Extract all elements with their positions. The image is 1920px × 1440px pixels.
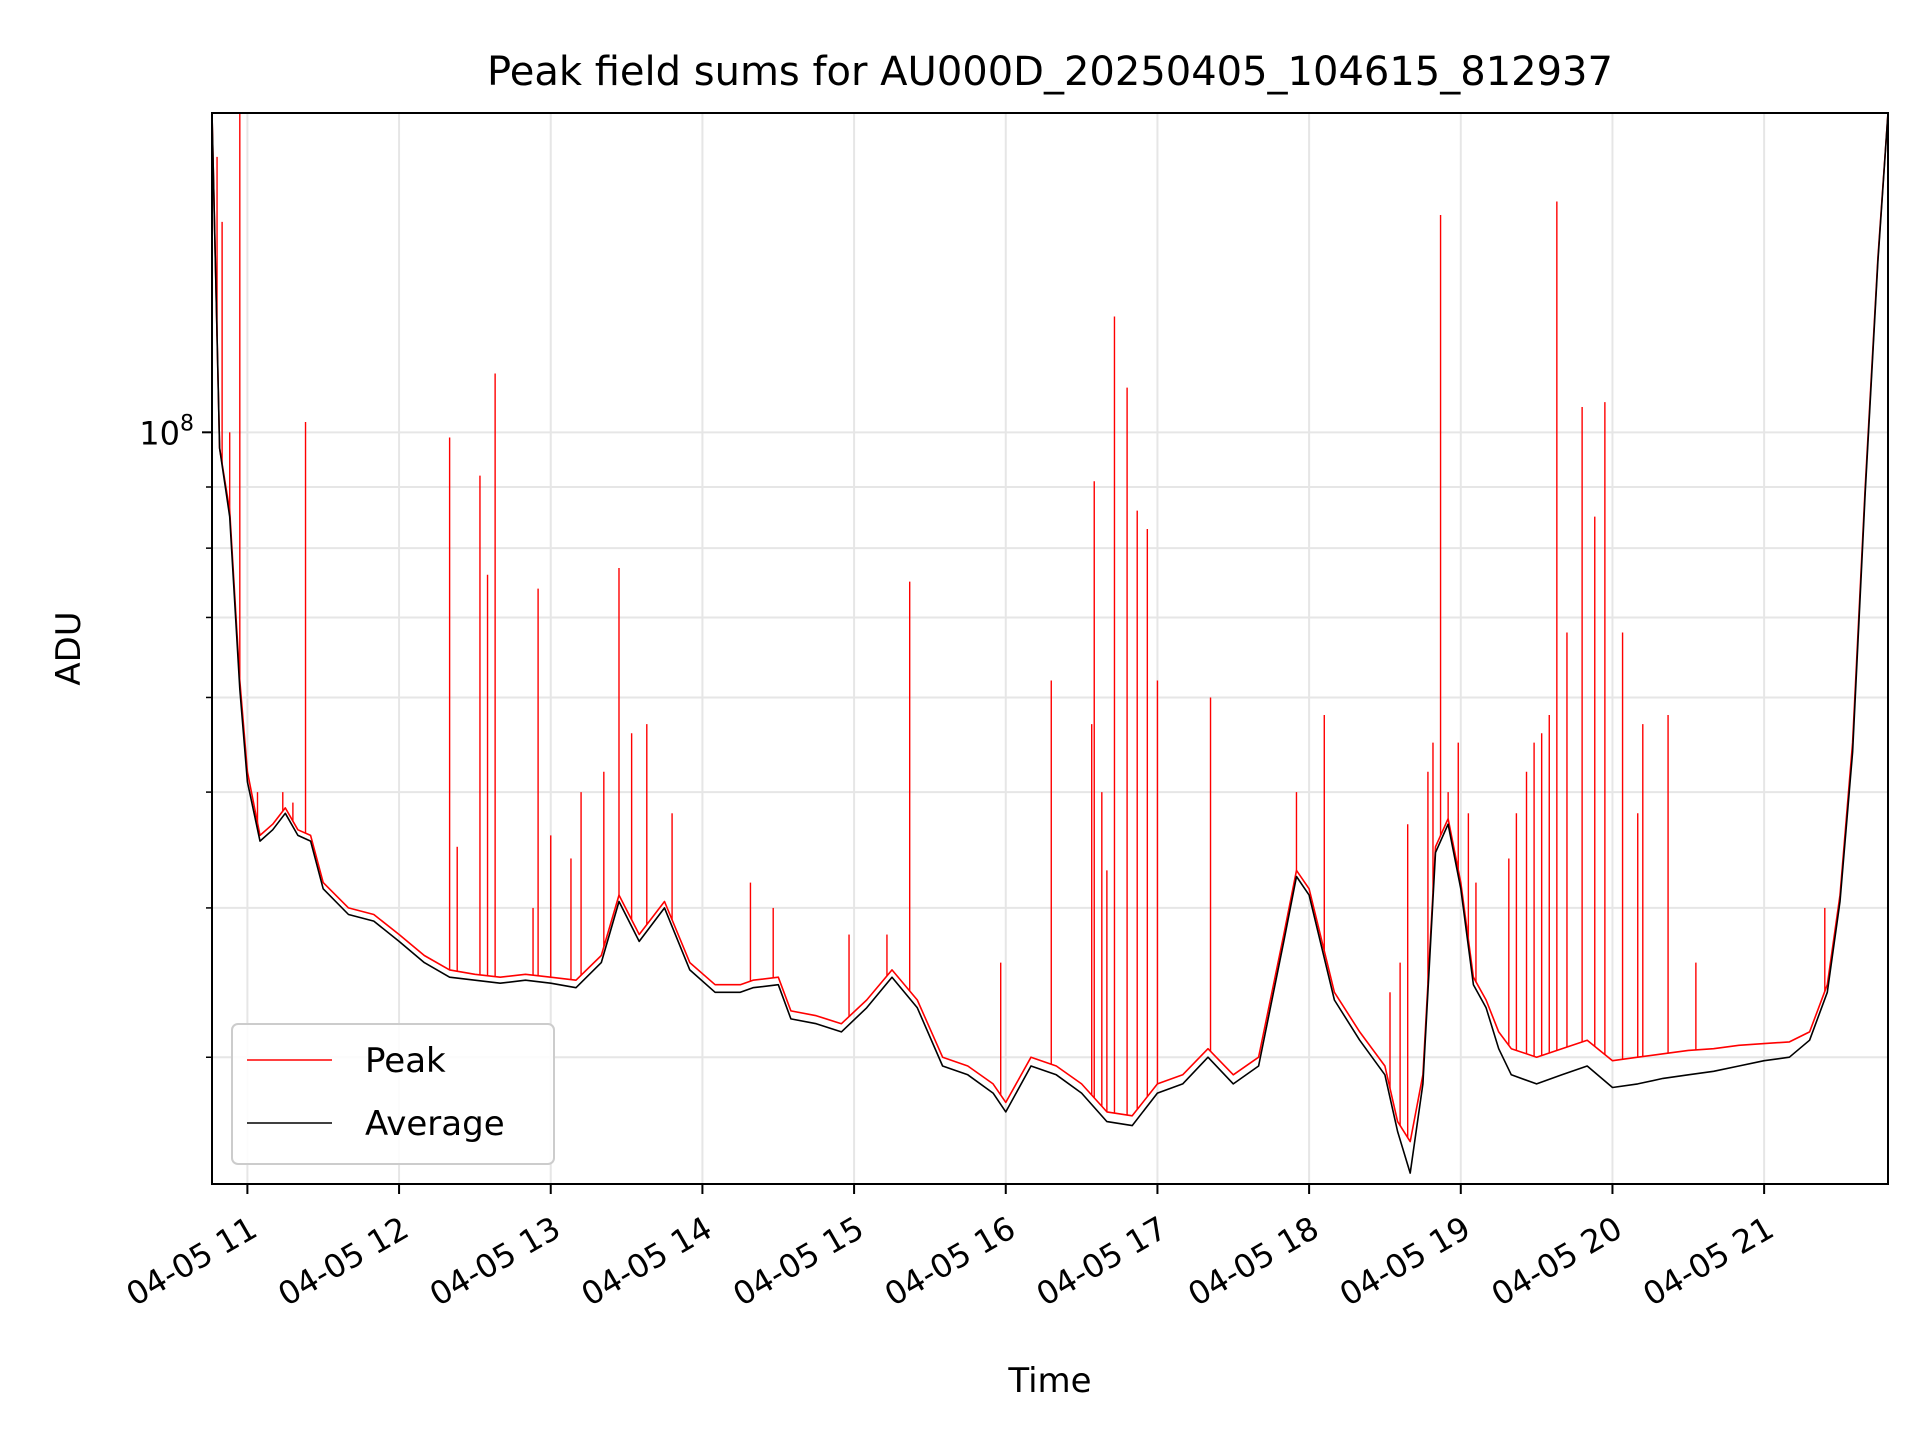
plot-area — [211, 112, 1889, 1174]
legend-peak-label: Peak — [365, 1041, 446, 1081]
chart-title: Peak field sums for AU000D_20250405_1046… — [487, 49, 1613, 95]
legend-box — [231, 1023, 555, 1165]
axes-frame — [211, 112, 1889, 1185]
legend: Peak Average — [231, 1023, 555, 1165]
series-average-line — [211, 112, 1889, 1174]
legend-average-label: Average — [365, 1104, 505, 1144]
y-tick-label: 108 — [139, 411, 194, 452]
y-axis-label: ADU — [49, 611, 89, 685]
x-axis-label: Time — [1007, 1361, 1091, 1401]
series-peak-line — [211, 112, 1889, 1143]
